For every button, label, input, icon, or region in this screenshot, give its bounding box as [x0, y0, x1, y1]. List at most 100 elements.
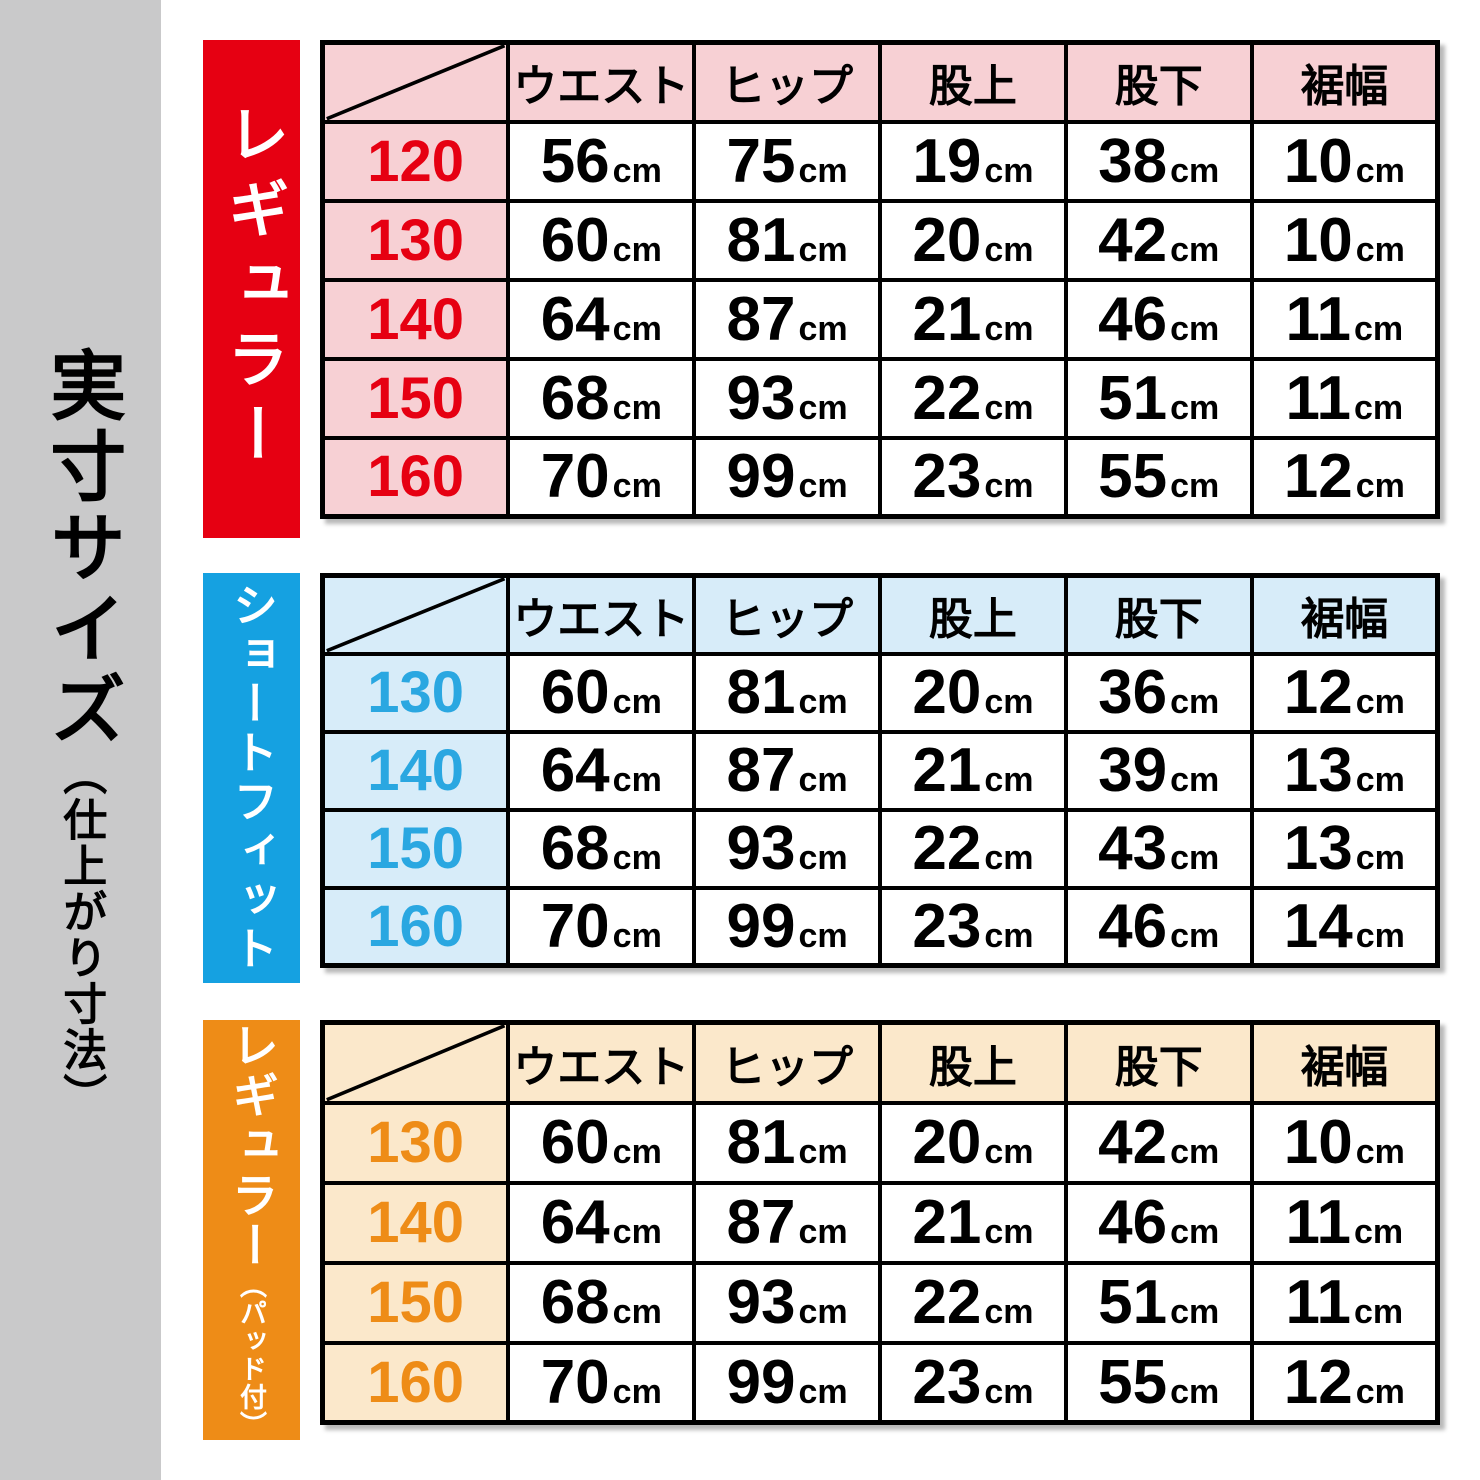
value-number: 55 [1098, 1347, 1168, 1417]
value-unit: cm [984, 683, 1034, 721]
value-unit: cm [798, 1213, 848, 1251]
category-label-main: レギュラー [225, 1021, 278, 1271]
measurement-cell: 99cm [692, 885, 882, 968]
measurement-cell: 51cm [1063, 356, 1254, 440]
side-title-band: 実寸サイズ（仕上がり寸法） [0, 0, 161, 1480]
table-row: 160 70cm 99cm 23cm 55cm 12cm [320, 435, 1440, 519]
measurement-cell: 23cm [877, 885, 1068, 968]
column-header-hip: ヒップ [692, 573, 882, 656]
value-unit: cm [612, 1372, 662, 1411]
measurement-cell: 81cm [692, 198, 882, 282]
category-label: レギュラー（パッド付） [225, 1021, 278, 1439]
category-label-main: ショートフィット [226, 582, 277, 974]
value-number: 21 [912, 1188, 982, 1257]
value-unit: cm [1354, 309, 1404, 348]
value-number: 10 [1283, 126, 1353, 196]
value-unit: cm [798, 839, 848, 877]
value-number: 93 [726, 363, 796, 433]
value-unit: cm [984, 1133, 1034, 1171]
measurement-cell: 87cm [692, 277, 882, 361]
value-number: 46 [1098, 284, 1168, 354]
measurement-cell: 60cm [506, 651, 697, 734]
value-number: 10 [1283, 205, 1353, 275]
value-number: 55 [1098, 442, 1168, 512]
value-unit: cm [1354, 1213, 1404, 1251]
header-row: ウエスト ヒップ 股上 股下 裾幅 [320, 40, 1440, 124]
value-unit: cm [1355, 761, 1405, 799]
measurement-cell: 13cm [1249, 807, 1440, 890]
measurement-cell: 42cm [1063, 1100, 1254, 1185]
value-unit: cm [984, 1213, 1034, 1251]
value-unit: cm [1170, 230, 1220, 269]
value-number: 20 [912, 658, 982, 727]
page-title-sub: （仕上がり寸法） [56, 751, 106, 1119]
value-unit: cm [984, 309, 1034, 348]
measurement-cell: 20cm [877, 1100, 1068, 1185]
value-number: 99 [726, 1347, 796, 1417]
value-unit: cm [1355, 1133, 1405, 1171]
value-number: 38 [1098, 126, 1168, 196]
measurement-cell: 68cm [506, 356, 697, 440]
value-number: 70 [540, 891, 610, 961]
measurement-cell: 20cm [877, 651, 1068, 734]
measurement-cell: 12cm [1249, 1340, 1440, 1425]
value-unit: cm [798, 683, 848, 721]
value-unit: cm [984, 388, 1034, 427]
measurement-cell: 39cm [1063, 729, 1254, 812]
value-number: 75 [726, 126, 796, 196]
column-header-waist: ウエスト [506, 1020, 697, 1105]
measurement-cell: 22cm [877, 1260, 1068, 1345]
measurement-cell: 36cm [1063, 651, 1254, 734]
measurement-cell: 46cm [1063, 885, 1254, 968]
table-row: 140 64cm 87cm 21cm 46cm 11cm [320, 277, 1440, 361]
value-number: 21 [912, 284, 982, 354]
measurement-cell: 42cm [1063, 198, 1254, 282]
measurement-cell: 20cm [877, 198, 1068, 282]
table-row: 130 60cm 81cm 20cm 42cm 10cm [320, 198, 1440, 282]
category-label-main: レギュラー [217, 101, 287, 477]
column-header-hem-width: 裾幅 [1249, 573, 1440, 656]
measurement-cell: 23cm [877, 1340, 1068, 1425]
value-unit: cm [612, 916, 662, 955]
category-label: ショートフィット [226, 582, 277, 974]
value-number: 93 [726, 1268, 796, 1337]
measurement-cell: 46cm [1063, 277, 1254, 361]
value-number: 99 [726, 442, 796, 512]
value-number: 81 [726, 205, 796, 275]
size-cell: 130 [320, 1100, 511, 1185]
value-number: 11 [1285, 284, 1352, 354]
value-number: 64 [540, 1188, 610, 1257]
value-unit: cm [612, 1213, 662, 1251]
value-unit: cm [1170, 1133, 1220, 1171]
value-number: 51 [1098, 363, 1168, 433]
size-cell: 150 [320, 1260, 511, 1345]
value-unit: cm [984, 151, 1034, 190]
value-unit: cm [798, 467, 848, 506]
measurement-cell: 21cm [877, 1180, 1068, 1265]
measurement-cell: 75cm [692, 119, 882, 203]
measurement-cell: 64cm [506, 1180, 697, 1265]
table-row: 120 56cm 75cm 19cm 38cm 10cm [320, 119, 1440, 203]
value-number: 46 [1098, 1188, 1168, 1257]
value-unit: cm [612, 151, 662, 190]
value-number: 21 [912, 736, 982, 805]
column-header-rise: 股上 [877, 1020, 1068, 1105]
value-unit: cm [1355, 467, 1405, 506]
diagonal-line-icon [325, 1025, 506, 1101]
value-number: 14 [1283, 891, 1353, 961]
measurement-cell: 14cm [1249, 885, 1440, 968]
size-table-regular-pad: ウエスト ヒップ 股上 股下 裾幅 130 60cm 81cm 20cm 42c… [320, 1020, 1440, 1425]
value-number: 60 [540, 205, 610, 275]
header-row: ウエスト ヒップ 股上 股下 裾幅 [320, 1020, 1440, 1105]
value-unit: cm [1355, 151, 1405, 190]
value-unit: cm [1170, 839, 1220, 877]
value-number: 12 [1283, 442, 1353, 512]
category-label: レギュラー [218, 102, 287, 477]
column-header-hem-width: 裾幅 [1249, 1020, 1440, 1105]
table-row: 150 68cm 93cm 22cm 51cm 11cm [320, 1260, 1440, 1345]
measurement-cell: 81cm [692, 651, 882, 734]
value-number: 64 [540, 736, 610, 805]
value-number: 87 [726, 284, 796, 354]
diagonal-cell [320, 40, 511, 124]
column-header-waist: ウエスト [506, 573, 697, 656]
